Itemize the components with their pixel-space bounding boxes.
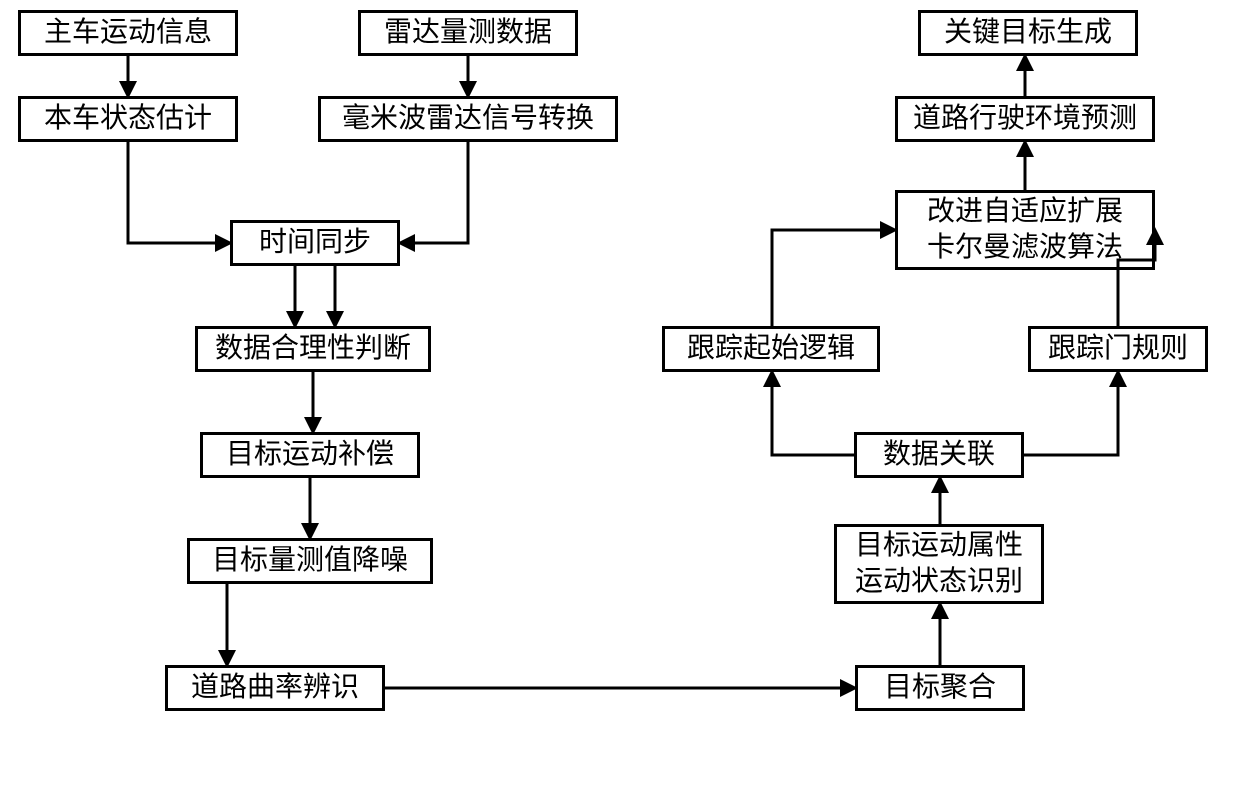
node-label: 跟踪起始逻辑 xyxy=(687,331,855,367)
node-label: 时间同步 xyxy=(259,225,371,261)
node-label: 雷达量测数据 xyxy=(384,15,552,51)
node-n14: 目标量测值降噪 xyxy=(187,538,433,584)
node-n8: 改进自适应扩展 卡尔曼滤波算法 xyxy=(895,190,1155,270)
node-label: 数据关联 xyxy=(883,437,995,473)
node-label: 道路曲率辨识 xyxy=(191,670,359,706)
node-n7: 时间同步 xyxy=(230,220,400,266)
node-n16: 道路曲率辨识 xyxy=(165,665,385,711)
node-n10: 跟踪起始逻辑 xyxy=(662,326,880,372)
node-label: 目标量测值降噪 xyxy=(212,543,408,579)
node-label: 数据合理性判断 xyxy=(215,331,411,367)
node-n4: 本车状态估计 xyxy=(18,96,238,142)
node-n17: 目标聚合 xyxy=(855,665,1025,711)
node-n12: 目标运动补偿 xyxy=(200,432,420,478)
node-label: 改进自适应扩展 卡尔曼滤波算法 xyxy=(927,194,1123,267)
node-n9: 数据合理性判断 xyxy=(195,326,431,372)
node-label: 关键目标生成 xyxy=(944,15,1112,51)
node-label: 本车状态估计 xyxy=(44,101,212,137)
node-n15: 目标运动属性 运动状态识别 xyxy=(834,524,1044,604)
node-n11: 跟踪门规则 xyxy=(1028,326,1208,372)
node-n1: 主车运动信息 xyxy=(18,10,238,56)
node-label: 毫米波雷达信号转换 xyxy=(342,101,594,137)
node-n6: 道路行驶环境预测 xyxy=(895,96,1155,142)
node-n5: 毫米波雷达信号转换 xyxy=(318,96,618,142)
node-label: 目标运动属性 运动状态识别 xyxy=(855,528,1023,601)
node-label: 主车运动信息 xyxy=(44,15,212,51)
node-n3: 关键目标生成 xyxy=(918,10,1138,56)
node-label: 目标聚合 xyxy=(884,670,996,706)
node-n2: 雷达量测数据 xyxy=(358,10,578,56)
node-n13: 数据关联 xyxy=(854,432,1024,478)
node-label: 目标运动补偿 xyxy=(226,437,394,473)
node-label: 道路行驶环境预测 xyxy=(913,101,1137,137)
node-label: 跟踪门规则 xyxy=(1048,331,1188,367)
